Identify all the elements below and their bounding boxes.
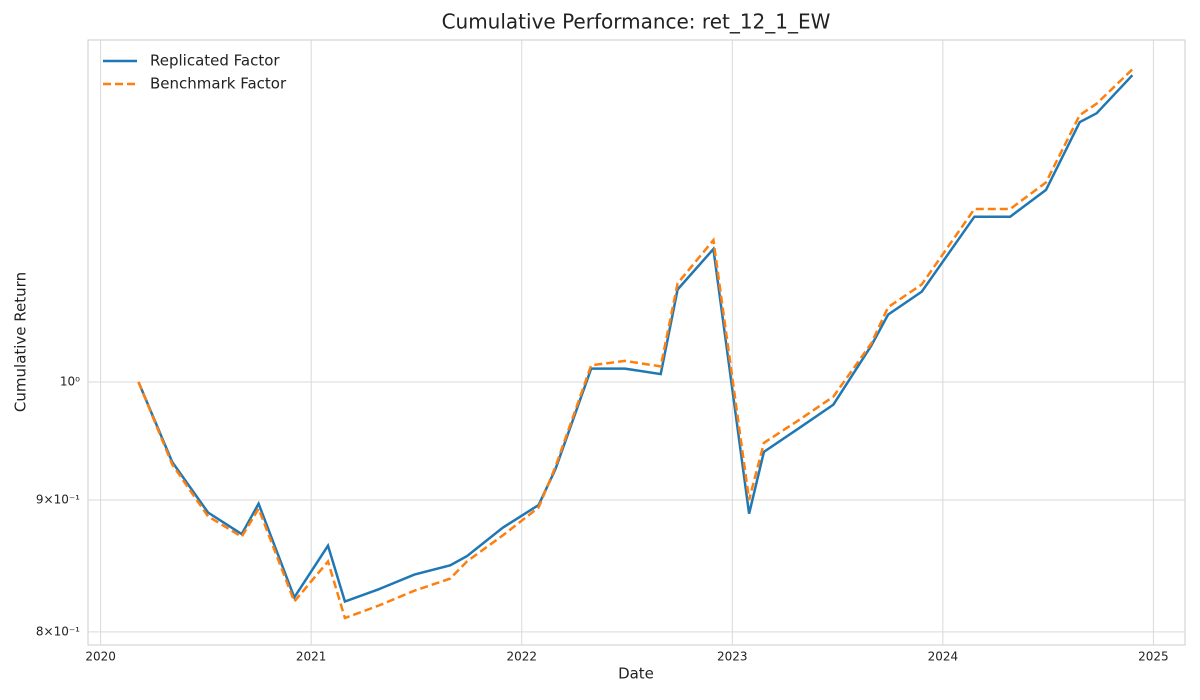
x-tick-label: 2023 xyxy=(717,650,748,664)
x-axis-label: Date xyxy=(618,665,654,683)
y-axis-label: Cumulative Return xyxy=(12,272,30,412)
x-tick-label: 2020 xyxy=(85,650,116,664)
y-tick-label: 8×10⁻¹ xyxy=(36,624,80,638)
x-tick-label: 2025 xyxy=(1138,650,1169,664)
x-tick-label: 2022 xyxy=(506,650,537,664)
y-tick-label: 9×10⁻¹ xyxy=(36,492,80,506)
legend-label: Benchmark Factor xyxy=(150,75,287,93)
legend-label: Replicated Factor xyxy=(150,52,280,70)
y-tick-label: 10⁰ xyxy=(60,374,80,388)
line-series xyxy=(137,74,1134,604)
x-tick-label: 2021 xyxy=(296,650,327,664)
chart-title: Cumulative Performance: ret_12_1_EW xyxy=(442,10,831,34)
plot-area xyxy=(87,39,1186,646)
line-series xyxy=(137,68,1134,620)
x-tick-label: 2024 xyxy=(928,650,959,664)
